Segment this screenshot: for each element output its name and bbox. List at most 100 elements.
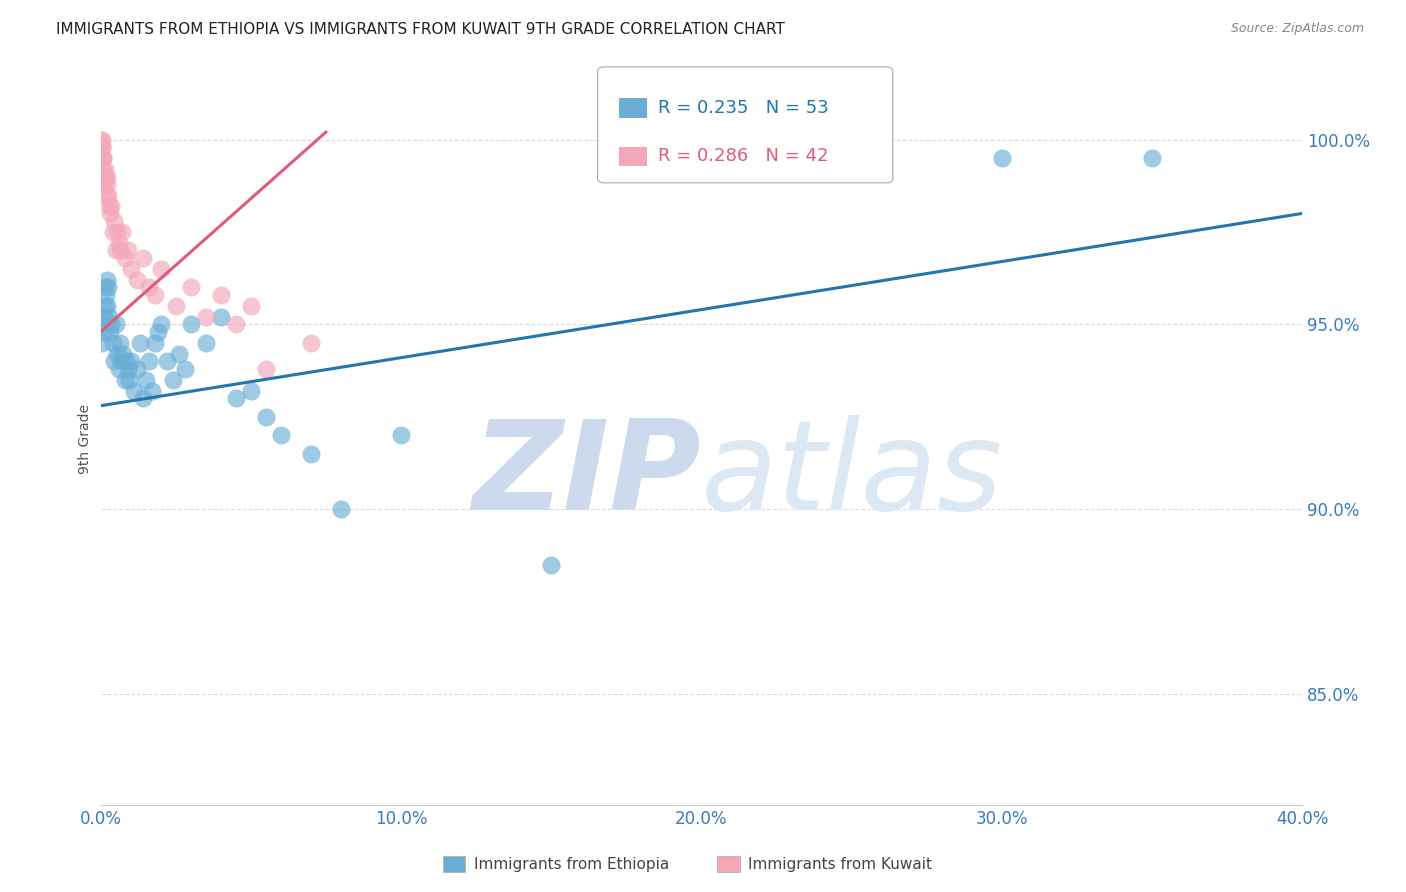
- Point: [93, 325, 115, 339]
- Text: ZIP: ZIP: [472, 415, 702, 536]
- Point: [138, 354, 160, 368]
- Point: [90, 132, 112, 146]
- Point: [101, 225, 124, 239]
- Point: [194, 310, 217, 324]
- Text: Immigrants from Kuwait: Immigrants from Kuwait: [748, 857, 932, 871]
- Point: [93, 177, 115, 191]
- Point: [98, 206, 121, 220]
- Point: [131, 392, 153, 406]
- Point: [128, 335, 150, 350]
- Point: [94, 280, 117, 294]
- Point: [94, 162, 117, 177]
- Point: [389, 428, 412, 442]
- Point: [254, 409, 277, 424]
- Point: [270, 428, 292, 442]
- Point: [100, 318, 122, 332]
- Point: [98, 325, 121, 339]
- Point: [540, 558, 562, 572]
- Point: [93, 169, 115, 184]
- Point: [225, 392, 247, 406]
- Point: [138, 280, 160, 294]
- Text: Immigrants from Ethiopia: Immigrants from Ethiopia: [474, 857, 669, 871]
- Point: [146, 325, 169, 339]
- Point: [96, 273, 118, 287]
- Point: [1140, 151, 1163, 165]
- Point: [104, 318, 127, 332]
- Point: [125, 361, 148, 376]
- Point: [143, 288, 166, 302]
- Point: [94, 188, 117, 202]
- Point: [91, 335, 114, 350]
- Point: [96, 177, 118, 191]
- Point: [93, 310, 115, 324]
- Point: [135, 373, 157, 387]
- Text: Source: ZipAtlas.com: Source: ZipAtlas.com: [1230, 22, 1364, 36]
- Point: [114, 373, 136, 387]
- Point: [167, 347, 190, 361]
- Point: [90, 140, 112, 154]
- Point: [239, 384, 262, 398]
- Point: [209, 310, 232, 324]
- Point: [97, 188, 120, 202]
- Point: [104, 244, 127, 258]
- Point: [91, 318, 114, 332]
- Point: [101, 335, 124, 350]
- Point: [117, 244, 139, 258]
- Point: [299, 335, 322, 350]
- Point: [103, 214, 125, 228]
- Y-axis label: 9th Grade: 9th Grade: [79, 404, 93, 474]
- Point: [98, 310, 121, 324]
- Point: [209, 288, 232, 302]
- Point: [239, 299, 262, 313]
- Point: [149, 262, 172, 277]
- Point: [122, 384, 145, 398]
- Point: [91, 151, 114, 165]
- Point: [111, 225, 134, 239]
- Point: [94, 288, 117, 302]
- Point: [299, 447, 322, 461]
- Point: [91, 151, 114, 165]
- Point: [131, 251, 153, 265]
- Point: [125, 273, 148, 287]
- Point: [100, 199, 122, 213]
- Point: [112, 347, 135, 361]
- Point: [194, 335, 217, 350]
- Text: atlas: atlas: [702, 415, 1004, 536]
- Point: [117, 361, 139, 376]
- Point: [94, 299, 117, 313]
- Point: [225, 318, 247, 332]
- Text: IMMIGRANTS FROM ETHIOPIA VS IMMIGRANTS FROM KUWAIT 9TH GRADE CORRELATION CHART: IMMIGRANTS FROM ETHIOPIA VS IMMIGRANTS F…: [56, 22, 785, 37]
- Text: R = 0.286   N = 42: R = 0.286 N = 42: [658, 147, 828, 165]
- Point: [97, 280, 120, 294]
- Point: [98, 199, 121, 213]
- Point: [990, 151, 1012, 165]
- Point: [329, 502, 352, 516]
- Point: [115, 354, 138, 368]
- Point: [108, 335, 131, 350]
- Point: [90, 132, 112, 146]
- Point: [165, 299, 187, 313]
- Point: [143, 335, 166, 350]
- Point: [96, 169, 118, 184]
- Point: [149, 318, 172, 332]
- Point: [108, 244, 131, 258]
- Point: [120, 354, 142, 368]
- Point: [96, 299, 118, 313]
- Point: [180, 280, 202, 294]
- Text: R = 0.235   N = 53: R = 0.235 N = 53: [658, 99, 828, 117]
- Point: [91, 162, 114, 177]
- Point: [91, 140, 114, 154]
- Point: [114, 251, 136, 265]
- Point: [156, 354, 179, 368]
- Point: [254, 361, 277, 376]
- Point: [180, 318, 202, 332]
- Point: [107, 235, 129, 250]
- Point: [105, 347, 128, 361]
- Point: [107, 361, 129, 376]
- Point: [162, 373, 184, 387]
- Point: [94, 169, 117, 184]
- Point: [118, 373, 141, 387]
- Point: [91, 151, 114, 165]
- Point: [120, 262, 142, 277]
- Point: [103, 354, 125, 368]
